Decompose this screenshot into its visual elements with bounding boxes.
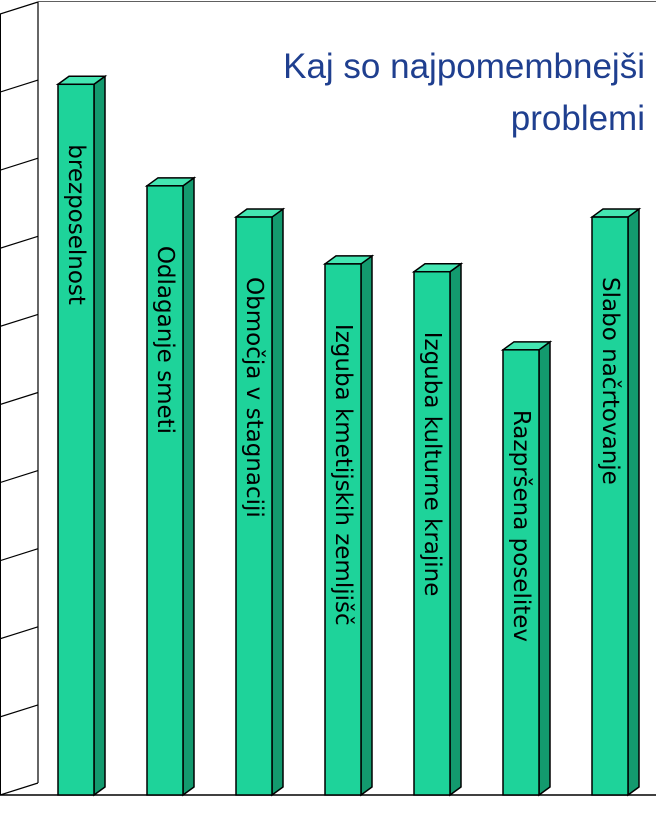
bar: Slabo načrtovanje (589, 207, 642, 797)
bar: Odlaganje smeti (144, 176, 197, 797)
gridline-side (0, 235, 39, 249)
chart-title-line-1: Kaj so najpomembnejši (283, 47, 645, 86)
bar: Razpršena poselitev (500, 340, 553, 797)
bar-side (538, 340, 551, 797)
bar: Izguba kulturne krajine (411, 262, 464, 797)
bar-front (502, 349, 540, 796)
bar-front (324, 263, 362, 796)
bar-front (413, 270, 451, 796)
chart-title-background (130, 26, 656, 122)
bar-side (93, 74, 106, 797)
gridline-side (0, 470, 39, 484)
bar-front (235, 216, 273, 796)
bar: brezposelnost (55, 74, 108, 797)
bar-side (627, 207, 640, 797)
category-label: brezposelnost (63, 144, 89, 305)
category-label: Izguba kulturne krajine (419, 332, 445, 597)
chart-title-line-2: problemi (511, 99, 645, 138)
bar-front (146, 185, 184, 796)
bar-side (360, 254, 373, 797)
gridline-side (0, 79, 39, 93)
gridline-side (0, 313, 39, 327)
category-label: Odlaganje smeti (152, 246, 178, 434)
bars: brezposelnost Odlaganje smeti Območja v st… (55, 74, 642, 797)
gridline-side (0, 391, 39, 406)
gridline-side (0, 782, 39, 796)
bar: Območja v stagnaciji (233, 207, 286, 797)
bar-side (182, 176, 195, 797)
category-label: Razpršena poselitev (508, 410, 534, 642)
gridline-side (0, 704, 39, 718)
chart-title-box: Kaj so najpomembnejši problemi (130, 26, 656, 138)
gridline-side (0, 157, 39, 171)
bar-front (57, 83, 95, 796)
bar: Izguba kmetijskih zemljišč (322, 254, 375, 797)
bar-side (271, 207, 284, 797)
gridline-side (0, 1, 39, 15)
category-label: Slabo načrtovanje (597, 277, 623, 485)
bar-front (591, 216, 629, 796)
bar-side (449, 262, 462, 797)
category-label: Območja v stagnaciji (241, 277, 267, 518)
gridline-side (0, 626, 39, 640)
gridline-side (0, 548, 39, 562)
category-label: Izguba kmetijskih zemljišč (330, 324, 356, 626)
